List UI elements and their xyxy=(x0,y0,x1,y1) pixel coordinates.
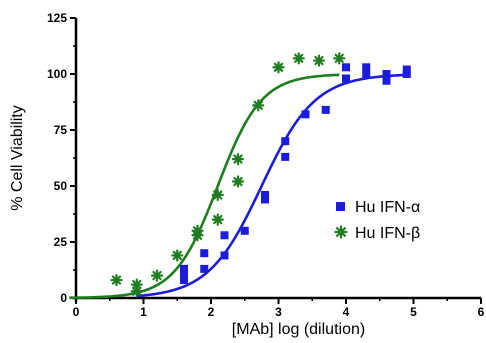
data-point-series-0 xyxy=(281,137,290,146)
legend-label-hu-ifn-alpha: Hu IFN-α xyxy=(355,199,420,216)
data-point-series-0 xyxy=(301,110,310,119)
data-point-series-1 xyxy=(292,52,305,65)
x-tick-label: 0 xyxy=(73,305,80,319)
data-point-series-1 xyxy=(333,52,346,65)
data-point-series-0 xyxy=(362,70,371,78)
legend-label-hu-ifn-beta: Hu IFN-β xyxy=(355,225,420,242)
legend-item-hu-ifn-beta: Hu IFN-β xyxy=(334,225,420,242)
data-point-series-1 xyxy=(130,278,143,291)
tick-layer: 0 1 2 3 4 5 6 0 25 50 75 100 125 xyxy=(47,11,485,319)
legend-item-hu-ifn-alpha: Hu IFN-α xyxy=(336,199,420,216)
y-tick-label: 50 xyxy=(54,179,68,193)
asterisk-stroke xyxy=(111,275,122,285)
x-tick-label: 2 xyxy=(208,305,215,319)
asterisk-stroke xyxy=(192,226,203,236)
data-point-series-0 xyxy=(342,63,350,72)
data-point-series-0 xyxy=(220,231,229,240)
data-point-series-0 xyxy=(382,70,391,78)
legend-marker-square xyxy=(336,202,345,211)
data-point-series-1 xyxy=(110,273,123,287)
data-point-series-1 xyxy=(171,249,184,262)
data-point-series-0 xyxy=(261,195,269,204)
axes-layer xyxy=(72,18,481,302)
asterisk-stroke xyxy=(336,227,346,237)
asterisk-stroke xyxy=(172,250,182,261)
data-point-series-0 xyxy=(240,226,249,235)
x-axis-title: [MAb] log (dilution) xyxy=(232,321,365,338)
data-point-series-1 xyxy=(312,54,326,67)
asterisk-stroke xyxy=(294,53,304,63)
data-point-series-0 xyxy=(200,264,209,273)
y-tick-label: 25 xyxy=(54,235,68,249)
asterisk-stroke xyxy=(233,154,243,164)
data-point-series-1 xyxy=(211,188,224,202)
legend-marker-asterisk xyxy=(334,225,348,239)
data-point-series-0 xyxy=(342,74,350,83)
x-tick-label: 5 xyxy=(410,305,417,319)
data-point-layer xyxy=(110,52,411,298)
asterisk-stroke xyxy=(233,176,243,187)
asterisk-stroke xyxy=(314,55,324,66)
data-point-series-0 xyxy=(200,249,209,258)
data-point-series-0 xyxy=(180,276,188,285)
y-tick-label: 125 xyxy=(47,11,67,25)
fit-curve-layer xyxy=(69,73,407,300)
legend-asterisk xyxy=(334,225,348,239)
asterisk-stroke xyxy=(132,279,142,290)
data-point-series-1 xyxy=(211,213,224,226)
data-point-series-0 xyxy=(180,264,188,273)
fit-curve-series-1 xyxy=(69,73,340,300)
asterisk-stroke xyxy=(273,62,284,72)
asterisk-stroke xyxy=(132,286,142,296)
data-point-series-0 xyxy=(382,76,391,85)
data-point-series-0 xyxy=(281,152,290,161)
asterisk-stroke xyxy=(334,53,344,63)
data-point-series-1 xyxy=(272,61,285,74)
y-axis-title: % Cell Viability xyxy=(9,105,26,211)
x-tick-label: 1 xyxy=(140,305,147,319)
data-point-series-1 xyxy=(191,224,204,237)
y-tick-label: 100 xyxy=(47,67,67,81)
data-point-series-0 xyxy=(180,271,188,280)
data-point-series-0 xyxy=(220,251,229,260)
x-tick-label: 6 xyxy=(478,305,485,319)
x-tick-label: 3 xyxy=(275,305,282,319)
data-point-series-0 xyxy=(402,65,411,74)
legend: Hu IFN-α Hu IFN-β xyxy=(334,199,420,242)
y-tick-label: 75 xyxy=(54,123,68,137)
y-tick-label: 0 xyxy=(60,291,67,305)
data-point-series-0 xyxy=(321,105,330,114)
data-point-series-1 xyxy=(231,153,245,166)
data-point-series-1 xyxy=(231,175,245,188)
data-point-series-0 xyxy=(362,63,371,72)
data-point-series-1 xyxy=(150,269,164,282)
data-point-series-0 xyxy=(402,70,411,78)
fit-curve-series-0 xyxy=(136,73,407,298)
x-tick-label: 4 xyxy=(343,305,350,319)
asterisk-stroke xyxy=(152,270,162,281)
asterisk-stroke xyxy=(213,214,223,225)
asterisk-stroke xyxy=(213,190,223,200)
asterisk-stroke xyxy=(253,100,263,110)
data-point-series-0 xyxy=(261,190,269,199)
data-point-series-1 xyxy=(252,99,265,112)
